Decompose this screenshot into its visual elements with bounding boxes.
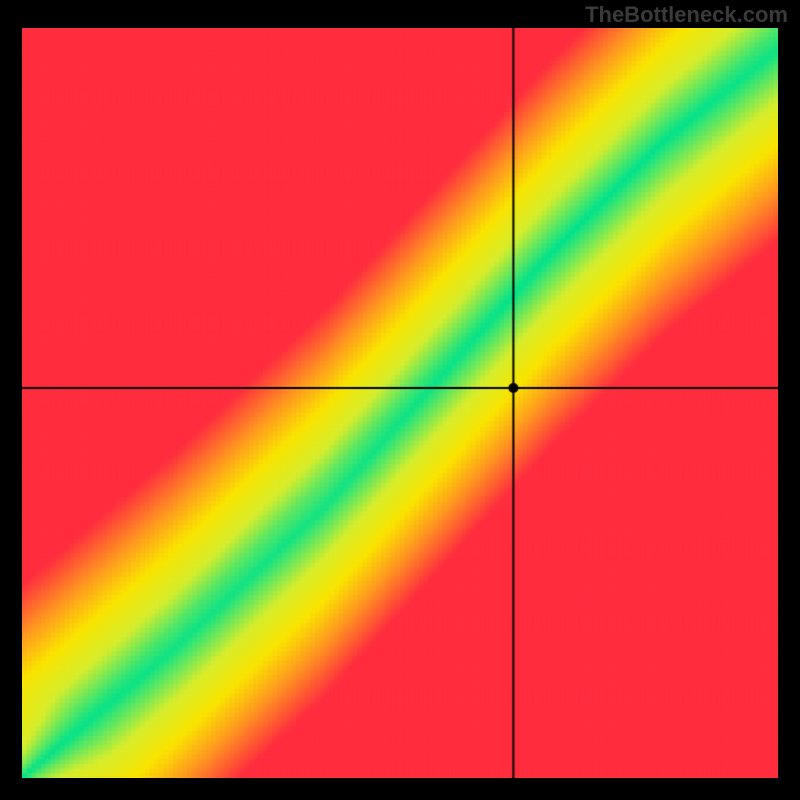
heatmap-canvas — [22, 28, 778, 778]
plot-area — [22, 28, 778, 778]
watermark-text: TheBottleneck.com — [585, 2, 788, 28]
chart-frame: TheBottleneck.com — [0, 0, 800, 800]
